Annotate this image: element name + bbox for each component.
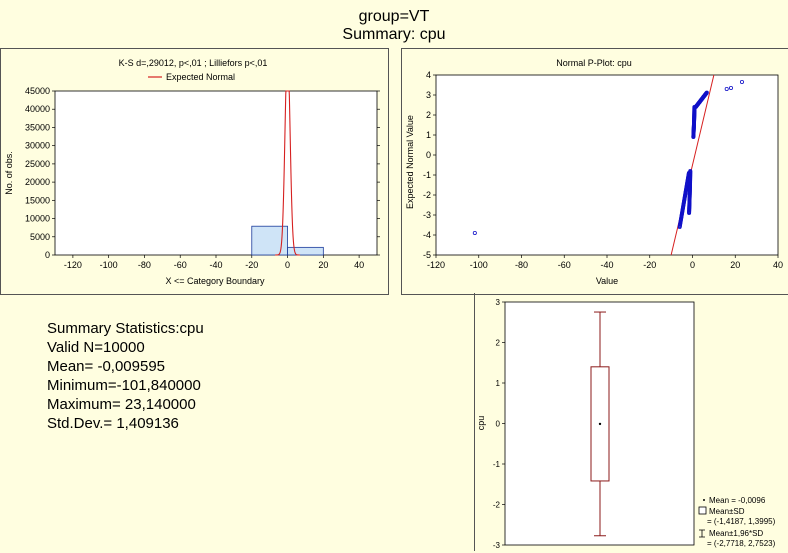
hist-xtick-label: -100: [100, 260, 118, 270]
summary-statistics: Summary Statistics:cpu Valid N=10000 Mea…: [47, 319, 204, 433]
hist-ytick-label: 0: [45, 250, 50, 260]
pplot-xtick-label: 0: [690, 260, 695, 270]
pplot-ytick-label: -3: [423, 210, 431, 220]
box-legend-mean: Mean = -0,0096: [709, 496, 766, 505]
hist-xtick-label: 40: [354, 260, 364, 270]
pplot-xtick-label: -60: [558, 260, 571, 270]
box-mean-point: [598, 422, 602, 426]
pplot-ytick-label: -5: [423, 250, 431, 260]
page-header: group=VT Summary: cpu: [0, 8, 788, 44]
box-legend-mean-marker: [703, 499, 705, 501]
hist-xlabel: X <= Category Boundary: [165, 276, 265, 286]
hist-ytick-label: 35000: [25, 122, 50, 132]
pplot-xtick-label: 20: [730, 260, 740, 270]
pplot-ylabel: Expected Normal Value: [405, 115, 415, 209]
box-ytick-label: -2: [493, 501, 501, 510]
hist-ytick-label: 25000: [25, 159, 50, 169]
hist-bar: [287, 246, 324, 256]
stats-maximum: Maximum= 23,140000: [47, 396, 196, 413]
pplot-xtick-label: -40: [600, 260, 613, 270]
pplot-outlier-point: [472, 230, 477, 235]
hist-ytick-label: 5000: [30, 232, 50, 242]
box-ylabel: cpu: [476, 416, 486, 431]
pplot-outlier-point: [728, 86, 733, 91]
pplot-outlier-point: [739, 80, 744, 85]
box-ytick-label: 0: [496, 420, 501, 429]
pplot-ytick-label: 0: [426, 150, 431, 160]
hist-ylabel: No. of obs.: [4, 151, 14, 195]
pplot-xtick-label: -20: [643, 260, 656, 270]
stats-stddev: Std.Dev.= 1,409136: [47, 415, 179, 432]
pplot-xtick-label: -80: [515, 260, 528, 270]
header-summary: Summary: cpu: [342, 26, 446, 43]
pplot-xlabel: Value: [596, 276, 618, 286]
hist-normal-curve: [275, 90, 301, 256]
header-group: group=VT: [358, 8, 430, 25]
pplot-outlier-point: [724, 87, 729, 92]
hist-plot-area: [54, 90, 378, 256]
pplot-ytick-label: 1: [426, 130, 431, 140]
pplot-ytick-label: -4: [423, 230, 431, 240]
pplot-xtick-label: -120: [427, 260, 445, 270]
box-legend-ci: Mean±1,96*SD: [709, 529, 763, 538]
box-ytick-label: -3: [493, 541, 501, 550]
box-legend-sd: Mean±SD: [709, 507, 745, 516]
hist-xtick-label: -40: [209, 260, 222, 270]
hist-ytick-label: 20000: [25, 177, 50, 187]
box-ytick-label: 1: [496, 379, 501, 388]
hist-ytick-label: 40000: [25, 104, 50, 114]
hist-xtick-label: -80: [138, 260, 151, 270]
box-ytick-label: 3: [496, 298, 501, 307]
hist-xtick-label: -120: [64, 260, 82, 270]
box-ytick-label: 2: [496, 339, 501, 348]
box-legend-sd-marker: [698, 506, 707, 515]
pplot-point: [704, 90, 709, 95]
hist-ytick-label: 30000: [25, 141, 50, 151]
hist-legend-label: Expected Normal: [166, 72, 235, 82]
hist-ytick-label: 15000: [25, 195, 50, 205]
histogram-panel: [0, 48, 389, 295]
hist-ytick-label: 45000: [25, 86, 50, 96]
stats-panel: [0, 293, 475, 551]
hist-xtick-label: 20: [318, 260, 328, 270]
pplot-plot-area: [435, 74, 779, 256]
box-legend-sd-range: = (-1,4187, 1,3995): [707, 517, 776, 526]
stats-minimum: Minimum=-101,840000: [47, 377, 201, 394]
stats-mean: Mean= -0,009595: [47, 358, 166, 375]
hist-xtick-label: -60: [174, 260, 187, 270]
box-legend-ci-marker: [699, 529, 705, 538]
hist-xtick-label: 0: [285, 260, 290, 270]
pplot-ytick-label: 3: [426, 90, 431, 100]
pplot-ytick-label: 4: [426, 70, 431, 80]
stats-valid-n: Valid N=10000: [47, 339, 145, 356]
pplot-panel: [401, 48, 788, 295]
pplot-title: Normal P-Plot: cpu: [556, 58, 632, 68]
pplot-ytick-label: -2: [423, 190, 431, 200]
pplot-point: [688, 168, 693, 173]
hist-ytick-label: 10000: [25, 214, 50, 224]
pplot-ytick-label: -1: [423, 170, 431, 180]
hist-title: K-S d=,29012, p<,01 ; Lilliefors p<,01: [119, 58, 268, 68]
box-legend-ci-range: = (-2,7718, 2,7523): [707, 539, 776, 548]
stats-title: Summary Statistics:cpu: [47, 320, 204, 337]
pplot-xtick-label: 40: [773, 260, 783, 270]
pplot-xtick-label: -100: [470, 260, 488, 270]
hist-xtick-label: -20: [245, 260, 258, 270]
pplot-ytick-label: 2: [426, 110, 431, 120]
box-ytick-label: -1: [493, 460, 501, 469]
